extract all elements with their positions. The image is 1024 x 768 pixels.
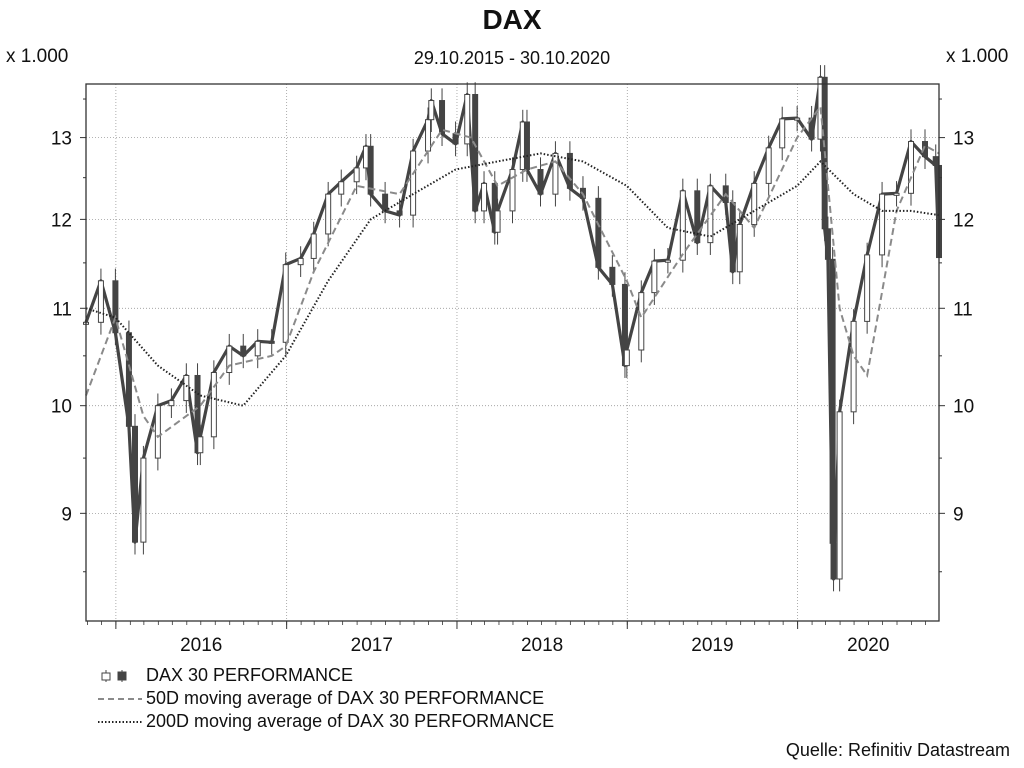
candle-body (410, 150, 417, 216)
candle-body (893, 192, 900, 196)
dashed-line-icon (98, 697, 142, 700)
y-tick-label-right: 12 (953, 210, 974, 231)
candle-body (297, 257, 304, 266)
y-tick-label-left: 11 (52, 299, 72, 320)
chart-title: DAX (482, 4, 542, 35)
candle-body (879, 193, 886, 256)
candle-body (623, 349, 630, 367)
y-tick-label-right: 13 (953, 129, 974, 150)
candle-body (425, 119, 432, 152)
candle-body (428, 100, 435, 121)
axes: 9 9 10 10 11 11 12 12 13 13 2016 2017 2018 2019 2020 (51, 98, 974, 656)
x-tick-label: 2020 (847, 635, 889, 656)
dotted-line-icon (98, 720, 142, 723)
x-tick-label: 2018 (521, 635, 563, 656)
candle-body (664, 259, 671, 263)
y-tick-label-right: 10 (953, 397, 974, 418)
candle-body (310, 233, 317, 259)
candle-body (651, 260, 658, 294)
y-tick-label-right: 11 (953, 299, 973, 320)
candle-body (338, 181, 345, 195)
candle-body (112, 280, 119, 334)
candle-body (396, 210, 403, 216)
candle-body (552, 152, 559, 195)
candle-body (367, 145, 374, 195)
candle-body (183, 374, 190, 402)
candle-body (824, 228, 831, 260)
legend-item-ma50: 50D moving average of DAX 30 PERFORMANCE (96, 687, 554, 710)
y-unit-left: x 1.000 (6, 46, 69, 67)
y-tick-label-left: 9 (61, 504, 72, 525)
candle-body (197, 436, 204, 454)
candle-body (226, 345, 233, 374)
candle-body (382, 193, 389, 212)
candle-body (609, 266, 616, 285)
candle-body (154, 405, 161, 459)
candle-body (353, 167, 360, 183)
plot-frame (85, 83, 940, 622)
candle-body (282, 264, 289, 343)
ma200-line (85, 152, 940, 407)
candle-body (794, 117, 801, 121)
candle-body (836, 411, 843, 580)
candle-body (523, 121, 530, 171)
candle-body (537, 169, 544, 195)
candle-body (439, 100, 446, 135)
ma50-line (85, 103, 940, 439)
x-tick-label: 2016 (180, 635, 222, 656)
candle-body (932, 156, 939, 166)
candle-body (325, 193, 332, 235)
legend-item-ma200: 200D moving average of DAX 30 PERFORMANC… (96, 710, 554, 733)
candle-body (908, 141, 915, 194)
legend-label-candles: DAX 30 PERFORMANCE (146, 665, 354, 685)
candle-body (850, 320, 857, 413)
candle-body (830, 542, 837, 580)
candle-body (736, 224, 743, 273)
candle-body (509, 169, 516, 212)
candle-body (140, 457, 147, 543)
y-tick-label-left: 10 (51, 397, 72, 418)
candle-body (679, 190, 686, 261)
candle-body (452, 133, 459, 145)
legend-label-ma50: 50D moving average of DAX 30 PERFORMANCE (146, 688, 545, 708)
candle-body (481, 182, 488, 212)
candle-body (707, 185, 714, 244)
candle-body (694, 190, 701, 244)
candle-body (638, 292, 645, 351)
chart-subtitle: 29.10.2015 - 30.10.2020 (413, 48, 611, 68)
y-tick-label-left: 12 (51, 210, 72, 231)
price-series-line (84, 75, 941, 581)
candle-body (97, 280, 104, 323)
candle-body (125, 332, 132, 427)
x-tick-label: 2019 (691, 635, 733, 656)
legend-label-ma200: 200D moving average of DAX 30 PERFORMANC… (146, 711, 555, 731)
candle-body (729, 201, 736, 273)
y-tick-label-left: 13 (51, 129, 72, 150)
candle-body (779, 118, 786, 149)
candle-body (240, 345, 247, 357)
candle-body (765, 147, 772, 184)
y-unit-right: x 1.000 (946, 46, 1009, 67)
candle-body (566, 152, 573, 189)
y-tick-label-right: 9 (953, 504, 964, 525)
candle-body (210, 372, 217, 438)
candle-body (494, 210, 501, 233)
candle-body (595, 197, 602, 268)
candlestick-icon (101, 669, 127, 682)
candle-body (864, 254, 871, 322)
series-area (83, 65, 942, 592)
candle-body (751, 182, 758, 226)
candle-body (472, 93, 479, 212)
candle-body (829, 258, 836, 544)
candle-body (268, 340, 275, 344)
candle-body (131, 425, 138, 543)
candle-body (464, 93, 471, 145)
candle-body (168, 400, 175, 407)
legend-item-candles: DAX 30 PERFORMANCE (96, 664, 554, 687)
candle-body (254, 340, 261, 357)
source-note: Quelle: Refinitiv Datastream (785, 740, 1010, 760)
legend: DAX 30 PERFORMANCE 50D moving average of… (96, 664, 554, 733)
x-tick-label: 2017 (351, 635, 393, 656)
